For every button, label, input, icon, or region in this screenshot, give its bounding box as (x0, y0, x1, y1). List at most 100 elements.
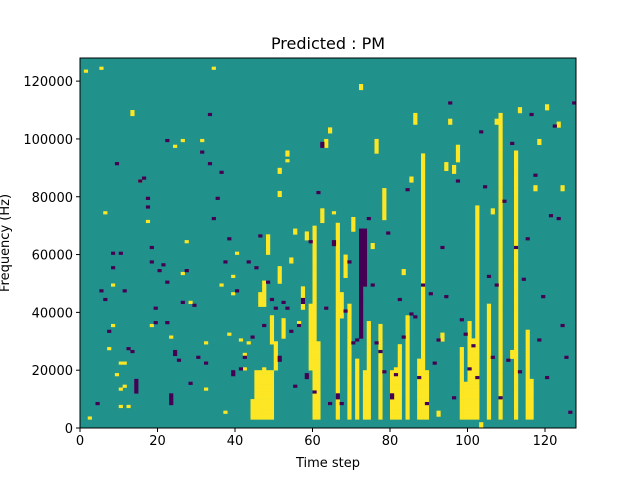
heatmap-cell-high (486, 335, 492, 339)
heatmap-cell-low (304, 375, 309, 380)
heatmap-cell-high (347, 306, 352, 310)
heatmap-cell-high (273, 367, 278, 371)
heatmap-cell-high (316, 396, 321, 400)
heatmap-cell-high (266, 240, 271, 244)
heatmap-cell-high (335, 410, 340, 414)
heatmap-cell-low (362, 228, 368, 232)
heatmap-cell-high (266, 413, 271, 417)
heatmap-cell-high (525, 407, 530, 411)
heatmap-cell-high (366, 407, 371, 411)
heatmap-cell-high (393, 390, 399, 394)
heatmap-cell-high (262, 410, 267, 414)
heatmap-cell-high (459, 355, 464, 359)
heatmap-cell-high (467, 399, 472, 403)
x-tick-label: 60 (304, 434, 321, 449)
heatmap-cell-low (176, 358, 182, 362)
heatmap-cell-high (514, 401, 519, 406)
heatmap-cell-high (514, 399, 519, 403)
heatmap-cell-high (355, 387, 360, 391)
heatmap-cell-high (355, 375, 360, 380)
heatmap-cell-high (335, 358, 340, 362)
heatmap-cell-low (339, 401, 344, 406)
heatmap-cell-high (475, 315, 480, 319)
heatmap-cell-low (157, 269, 162, 273)
heatmap-cell-high (293, 231, 298, 235)
heatmap-cell-high (397, 373, 402, 377)
heatmap-cell-high (258, 407, 263, 411)
heatmap-cell-high (514, 263, 519, 267)
heatmap-cell-high (378, 396, 383, 400)
heatmap-cell-high (149, 323, 154, 328)
heatmap-cell-high (475, 237, 480, 241)
heatmap-cell-high (475, 381, 480, 385)
heatmap-cell-high (312, 407, 317, 411)
heatmap-cell-high (475, 251, 480, 255)
heatmap-cell-low (165, 280, 170, 284)
heatmap-cell-low (173, 352, 178, 357)
heatmap-cell-high (200, 138, 205, 143)
heatmap-cell-high (459, 375, 464, 380)
heatmap-cell-high (390, 407, 395, 411)
heatmap-cell-high (273, 364, 278, 368)
heatmap-cell-low (359, 263, 364, 267)
heatmap-cell-high (475, 401, 480, 406)
heatmap-cell-high (514, 188, 519, 192)
heatmap-cell-high (498, 222, 503, 226)
heatmap-cell-high (417, 404, 422, 409)
heatmap-cell-high (459, 416, 464, 420)
heatmap-cell-high (424, 373, 430, 377)
heatmap-cell-high (486, 410, 492, 414)
heatmap-cell-high (514, 234, 519, 238)
heatmap-cell-high (475, 306, 480, 310)
heatmap-cell-high (366, 361, 371, 365)
heatmap-cell-high (467, 393, 472, 397)
heatmap-cell-high (498, 141, 503, 146)
heatmap-cell-high (405, 344, 410, 348)
heatmap-cell-high (421, 338, 426, 342)
heatmap-cell-high (486, 367, 492, 371)
heatmap-cell-low (362, 237, 368, 241)
heatmap-cell-low (359, 283, 364, 287)
heatmap-cell-high (335, 323, 340, 328)
heatmap-cell-high (378, 404, 383, 409)
heatmap-cell-high (347, 399, 352, 403)
heatmap-cell-high (277, 271, 282, 276)
heatmap-cell-high (390, 401, 395, 406)
heatmap-cell-low (521, 277, 526, 281)
plot-area (79, 57, 577, 429)
heatmap-cell-high (397, 367, 402, 371)
heatmap-cell-high (266, 248, 271, 252)
heatmap-cell-high (254, 387, 259, 391)
heatmap-cell-high (405, 347, 410, 351)
heatmap-cell-high (335, 326, 340, 331)
heatmap-cell-high (180, 138, 185, 143)
heatmap-cell-high (514, 416, 519, 420)
heatmap-cell-low (359, 289, 364, 293)
heatmap-cell-high (374, 141, 379, 146)
heatmap-cell-high (525, 349, 530, 354)
heatmap-cell-high (355, 416, 360, 420)
heatmap-cell-high (254, 381, 259, 385)
heatmap-cell-high (459, 401, 464, 406)
heatmap-cell-high (262, 407, 267, 411)
heatmap-cell-high (421, 240, 426, 244)
heatmap-cell-high (459, 407, 464, 411)
heatmap-cell-high (421, 188, 426, 192)
heatmap-cell-low (483, 185, 488, 189)
heatmap-cell-high (471, 341, 476, 345)
heatmap-cell-high (312, 378, 317, 383)
heatmap-cell-high (475, 338, 480, 342)
heatmap-cell-high (370, 245, 375, 250)
heatmap-cell-high (308, 344, 313, 348)
heatmap-cell-high (537, 141, 542, 146)
heatmap-cell-high (262, 292, 267, 296)
heatmap-cell-high (316, 404, 321, 409)
heatmap-cell-high (366, 358, 371, 362)
heatmap-cell-high (525, 410, 530, 414)
heatmap-cell-high (130, 110, 135, 114)
heatmap-cell-high (405, 355, 410, 359)
heatmap-cell-high (269, 321, 275, 325)
heatmap-cell-high (316, 375, 321, 380)
